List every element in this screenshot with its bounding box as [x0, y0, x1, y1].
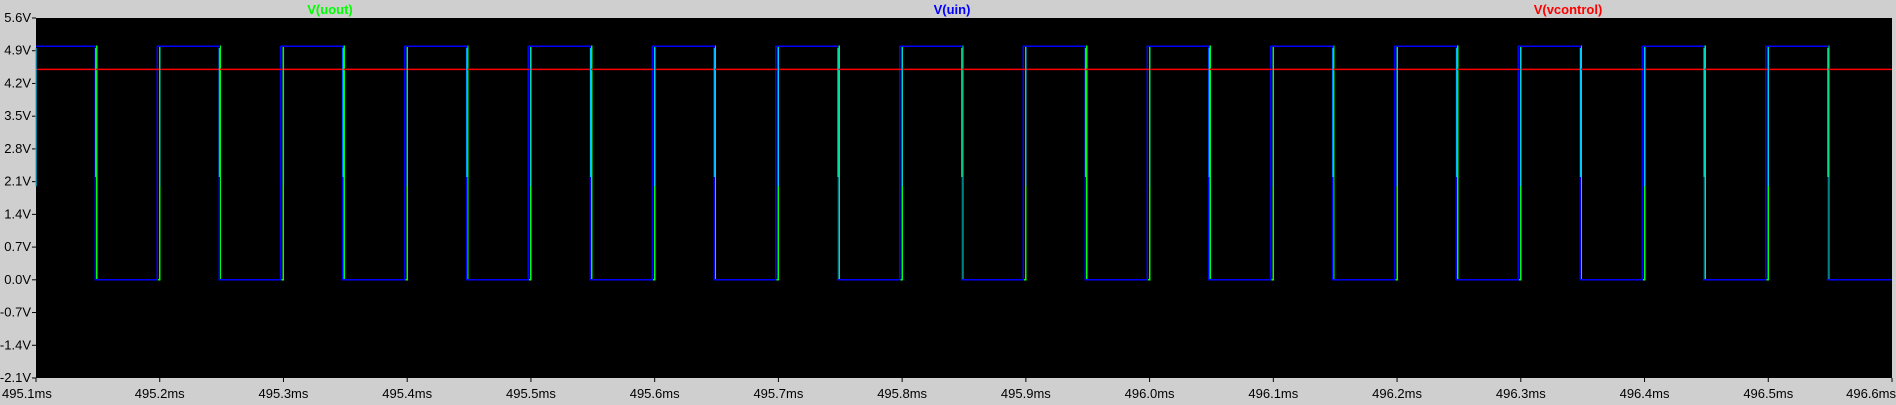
- y-tick-label: 4.2V: [4, 75, 31, 90]
- y-tick-label: 0.7V: [4, 239, 31, 254]
- x-tick-label: 495.2ms: [135, 386, 185, 401]
- y-tick-label: 2.8V: [4, 141, 31, 156]
- x-tick-label: 496.2ms: [1372, 386, 1422, 401]
- y-tick-label: 4.9V: [4, 43, 31, 58]
- y-tick-label: -1.4V: [0, 337, 31, 352]
- x-tick-label: 496.4ms: [1620, 386, 1670, 401]
- y-tick-label: 1.4V: [4, 206, 31, 221]
- y-tick-label: -2.1V: [0, 370, 31, 385]
- x-tick-label: 495.6ms: [630, 386, 680, 401]
- legend-entry[interactable]: V(uin): [934, 2, 971, 17]
- y-tick-label: 2.1V: [4, 174, 31, 189]
- y-axis: 5.6V 4.9V 4.2V 3.5V 2.8V 2.1V 1.4V 0.7V 0.0V -0.7…: [0, 10, 36, 385]
- x-tick-label: 495.1ms: [2, 386, 52, 401]
- legend-entry[interactable]: V(vcontrol): [1534, 2, 1603, 17]
- y-tick-label: -0.7V: [0, 305, 31, 320]
- x-axis: 495.1ms 495.2ms 495.3ms 495.4ms 495.5ms 495.6…: [2, 378, 1896, 401]
- y-tick-label: 3.5V: [4, 108, 31, 123]
- x-tick-label: 496.3ms: [1496, 386, 1546, 401]
- x-tick-label: 496.5ms: [1743, 386, 1793, 401]
- plot-area[interactable]: [36, 18, 1892, 378]
- y-tick-label: 0.0V: [4, 272, 31, 287]
- x-tick-label: 496.1ms: [1248, 386, 1298, 401]
- x-tick-label: 495.4ms: [382, 386, 432, 401]
- x-tick-label: 496.6ms: [1846, 386, 1896, 401]
- x-tick-label: 495.8ms: [877, 386, 927, 401]
- x-tick-label: 496.0ms: [1125, 386, 1175, 401]
- y-tick-label: 5.6V: [4, 10, 31, 25]
- x-tick-label: 495.9ms: [1001, 386, 1051, 401]
- series-line-v-uout[interactable]: [36, 45, 1892, 281]
- series-layer: [35, 45, 1892, 281]
- x-tick-label: 495.7ms: [753, 386, 803, 401]
- x-tick-label: 495.5ms: [506, 386, 556, 401]
- legend: V(uout) V(uin) V(vcontrol): [307, 2, 1602, 17]
- x-tick-label: 495.3ms: [259, 386, 309, 401]
- legend-entry[interactable]: V(uout): [307, 2, 352, 17]
